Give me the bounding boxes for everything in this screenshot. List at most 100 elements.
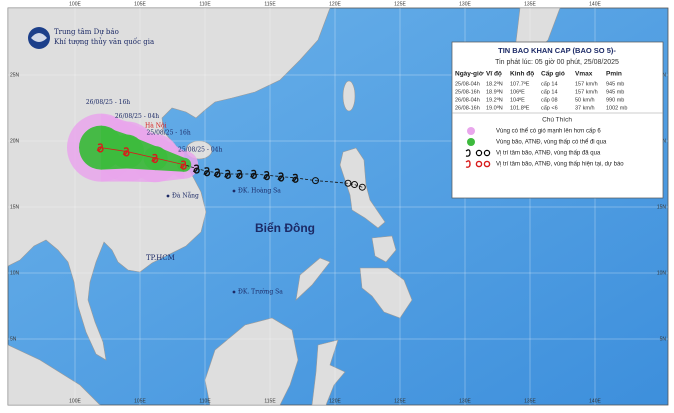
table-cell: 19.0ºN [486, 104, 503, 111]
past-position [250, 169, 257, 179]
forecast-time-label: 26/08/25 - 16h [86, 99, 130, 106]
table-header: Vĩ độ [486, 71, 502, 78]
lon-label: 125E [394, 398, 406, 404]
past-position [235, 169, 243, 179]
land [7, 7, 561, 406]
past-position [312, 177, 319, 185]
storm-track: 25/08/25 - 04h 25/08/25 - 16h 26/08/25 - 0… [86, 99, 366, 191]
legend-item: Vùng bão, ATNĐ, vùng thấp có thể đi qua [496, 139, 607, 146]
table-cell: 1002 mb [606, 105, 627, 111]
agency-header: Trung tâm Dự báo Khí tượng thủy văn quốc… [28, 27, 154, 49]
forecast-time-label: 26/08/25 - 04h [115, 113, 159, 120]
table-cell: 19.2ºN [486, 96, 503, 103]
bulletin-box: TIN BAO KHAN CAP (BAO SO 5)- Tin phát lú… [451, 41, 664, 199]
lon-label: 100E [69, 398, 81, 404]
place-dot [232, 290, 236, 294]
table-cell: cấp 14 [541, 81, 558, 87]
table-header: Vmax [575, 71, 593, 78]
legend-item: Vị trí tâm bão, ATNĐ, vùng thấp hiện tại… [496, 162, 624, 168]
lat-label: 15N [657, 204, 667, 210]
lon-label: 120E [329, 398, 341, 404]
table-cell: cấp 14 [541, 89, 558, 95]
place-labels: Hà Nội Đà Nẵng ĐK. Hoàng Sa Biển Đông TP.HCM… [145, 123, 315, 296]
lon-label: 130E [459, 1, 471, 7]
legend-icon [465, 160, 491, 168]
table-header: Pmin [606, 71, 622, 78]
place-label: Hà Nội [145, 123, 167, 130]
forecast-position [96, 143, 104, 153]
agency-name: Khí tượng thủy văn quốc gia [54, 37, 154, 46]
lon-label: 125E [394, 1, 406, 7]
bulletin-title: TIN BAO KHAN CAP (BAO SO 5)- [498, 46, 616, 55]
lat-label: 5N [660, 336, 667, 342]
agency-name: Trung tâm Dự báo [54, 28, 119, 36]
place-label: TP.HCM [146, 254, 175, 262]
lon-label: 135E [524, 1, 536, 7]
past-position [351, 181, 358, 189]
table-cell: 107.7ºE [510, 80, 530, 87]
forecast-time-label: 25/08/25 - 04h [178, 146, 222, 153]
past-position [344, 179, 352, 187]
table-cell: 157 km/h [575, 89, 598, 95]
table-cell: 26/08-16h [455, 105, 480, 111]
forecast-track-line [100, 147, 185, 166]
lon-label: 115E [264, 1, 276, 7]
table-cell: 945 mb [606, 89, 624, 95]
past-position [213, 168, 221, 178]
table-cell: 101.8ºE [510, 104, 530, 111]
place-dot [232, 189, 236, 193]
legend-title: Chú Thích [542, 117, 572, 124]
bulletin-table: Ngày-giờ Vĩ độ Kinh độ Cấp gió Vmax Pmin 25/08… [455, 70, 627, 112]
lon-label: 115E [264, 398, 276, 404]
legend-item: Vùng có thể có gió mạnh lên hơn cấp 6 [496, 128, 601, 135]
lon-label: 120E [329, 1, 341, 7]
legend-icon [465, 149, 491, 157]
bulletin-frame [451, 41, 664, 199]
lat-label: 15N [10, 204, 20, 210]
lon-label: 140E [589, 398, 601, 404]
forecast-position [179, 160, 187, 170]
past-position [358, 183, 366, 191]
table-cell: 104ºE [510, 96, 525, 103]
lon-label: 130E [459, 398, 471, 404]
past-track-line [184, 164, 363, 188]
lon-label: 110E [199, 398, 211, 404]
past-position [291, 173, 299, 183]
table-header: Cấp gió [541, 70, 565, 78]
table-cell: 25/08-04h [455, 81, 480, 87]
legend-item: Vị trí tâm bão, ATNĐ, vùng thấp đã qua [496, 151, 601, 157]
forecast-time-label: 25/08/25 - 16h [146, 130, 190, 137]
forecast-position [151, 153, 159, 164]
table-cell: 990 mb [606, 97, 624, 103]
place-label: ĐK. Hoàng Sa [238, 188, 281, 195]
bulletin-issued: Tin phát lúc: 05 giờ 00 phút, 25/08/2025 [495, 59, 619, 66]
past-position [263, 171, 270, 181]
table-cell: cấp 08 [541, 97, 558, 103]
table-cell: 18.2ºN [486, 80, 503, 87]
table-cell: 157 km/h [575, 81, 598, 87]
legend-icon [467, 138, 475, 146]
table-header: Ngày-giờ [455, 71, 484, 78]
table-cell: 18.9ºN [486, 88, 503, 95]
lon-label: 100E [69, 1, 81, 7]
table-cell: 25/08-16h [455, 89, 480, 95]
forecast-position [122, 147, 130, 157]
table-cell: 50 km/h [575, 97, 595, 103]
place-label: ĐK. Trường Sa [238, 289, 283, 296]
table-cell: cấp <6 [541, 105, 558, 111]
place-dot [166, 194, 170, 198]
lon-label: 135E [524, 398, 536, 404]
lon-label: 105E [134, 1, 146, 7]
legend-icon [467, 127, 475, 135]
lat-label: 25N [10, 72, 20, 78]
lat-label: 10N [657, 270, 667, 276]
lat-label: 20N [10, 138, 20, 144]
lat-label: 10N [10, 270, 20, 276]
lat-label: 5N [10, 336, 17, 342]
table-cell: 106ºE [510, 88, 525, 95]
past-position [192, 164, 200, 174]
table-header: Kinh độ [510, 71, 534, 78]
table-cell: 945 mb [606, 81, 624, 87]
